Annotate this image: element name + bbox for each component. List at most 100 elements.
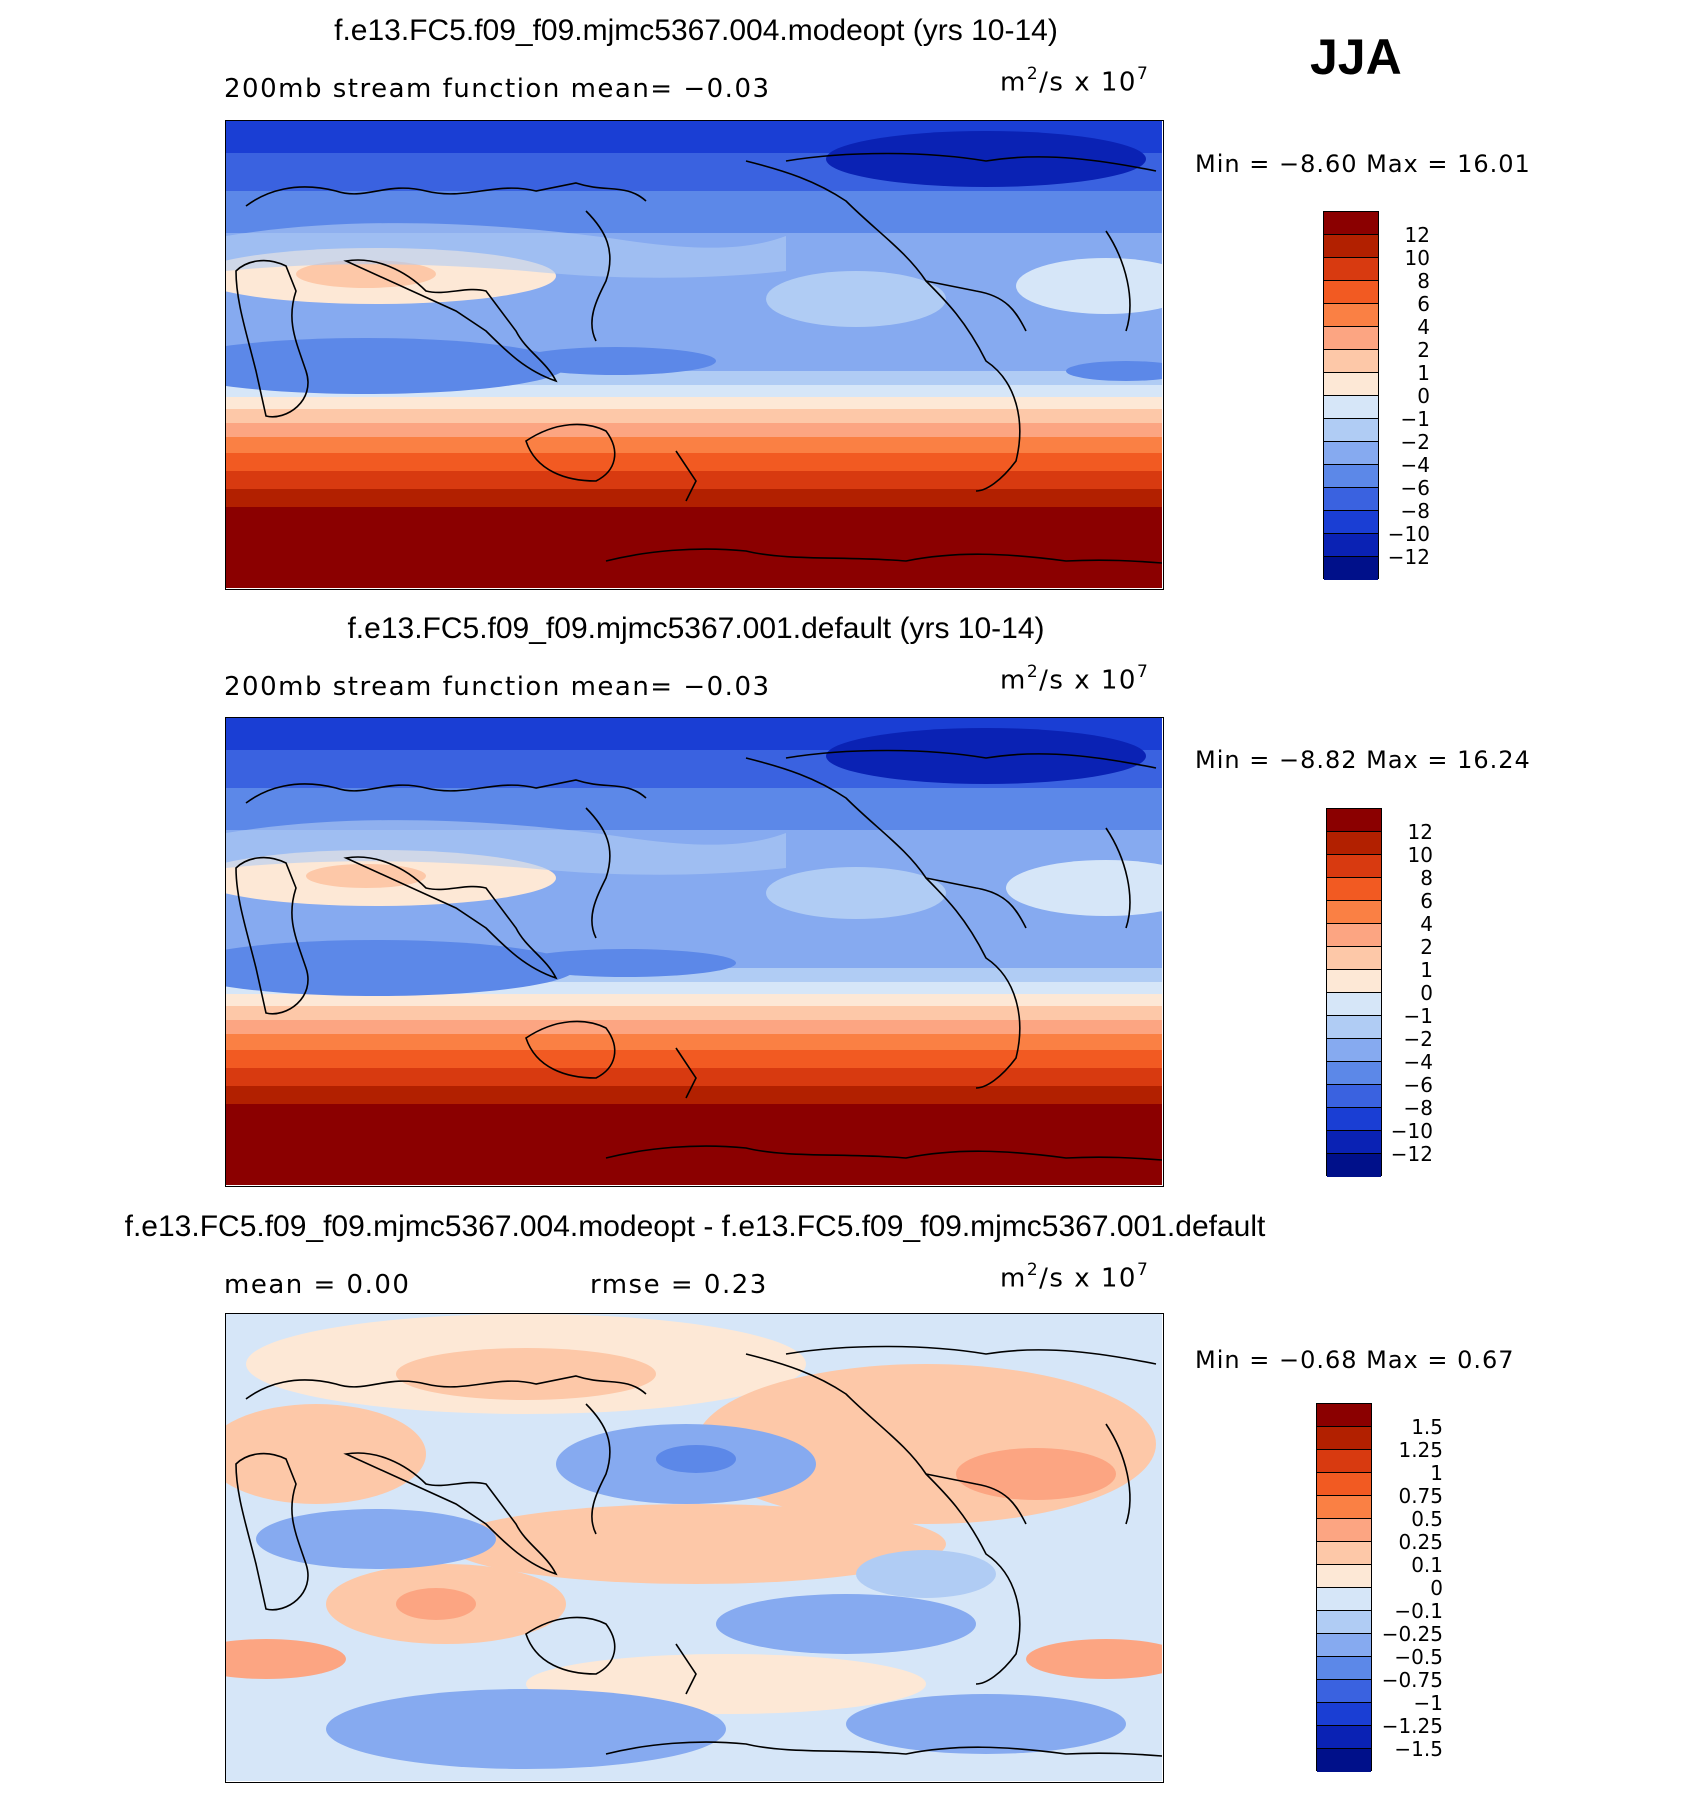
colorbar-label: 0 [1417, 384, 1430, 408]
colorbar-label: −4 [1403, 1050, 1433, 1074]
colorbar-label: −12 [1390, 1142, 1433, 1166]
colorbar-label: −1.25 [1381, 1714, 1443, 1738]
colorbar-label: −0.75 [1381, 1668, 1443, 1692]
panel1-band [226, 437, 1162, 453]
panel1-colorbar-box [1324, 511, 1378, 534]
colorbar-label: −12 [1387, 545, 1430, 569]
panel2-band [226, 1068, 1162, 1086]
panel3-minmax: Min = −0.68 Max = 0.67 [1195, 1346, 1515, 1374]
panel2-high-region [1006, 860, 1162, 916]
panel1-low-region [516, 347, 716, 375]
panel1-colorbar-box [1324, 396, 1378, 419]
colorbar-label: 2 [1417, 338, 1430, 362]
panel3-colorbar-box [1317, 1703, 1371, 1726]
colorbar-label: −2 [1403, 1027, 1433, 1051]
colorbar-label: 0.1 [1411, 1553, 1443, 1577]
panel1-colorbar-box [1324, 419, 1378, 442]
panel2-colorbar-box [1327, 924, 1381, 947]
colorbar-label: 10 [1404, 246, 1430, 270]
panel3-positive-region [226, 1639, 346, 1679]
panel2-high-region [306, 864, 426, 888]
panel3-coastlines [235, 1345, 1162, 1757]
colorbar-label: −6 [1403, 1073, 1433, 1097]
panel3-negative-region [326, 1689, 726, 1769]
panel3-negative-region [716, 1594, 976, 1654]
panel3-positive-region [226, 1404, 426, 1504]
panel1-colorbar-box [1324, 442, 1378, 465]
panel1-colorbar-box [1324, 534, 1378, 557]
panel2-colorbar-box [1327, 947, 1381, 970]
panel3-colorbar-box [1317, 1404, 1371, 1427]
panel1-map-svg [226, 121, 1162, 588]
panel1-colorbar-box [1324, 373, 1378, 396]
panel1-colorbar-box [1324, 258, 1378, 281]
panel2-high-region [766, 867, 946, 919]
panel1-colorbar-box [1324, 465, 1378, 488]
colorbar-label: 10 [1407, 843, 1433, 867]
panel1-colorbar-box [1324, 212, 1378, 235]
panel2-colorbar-box [1327, 1039, 1381, 1062]
colorbar-label: 0.75 [1398, 1484, 1443, 1508]
colorbar-label: −10 [1390, 1119, 1433, 1143]
panel2-minmax: Min = −8.82 Max = 16.24 [1195, 746, 1531, 774]
panel3-colorbar-box [1317, 1634, 1371, 1657]
panel3-subtitle-rmse: rmse = 0.23 [590, 1270, 768, 1300]
panel2-colorbar-box [1327, 970, 1381, 993]
panel2-colorbar-box [1327, 855, 1381, 878]
panel1-low-region [1066, 361, 1162, 381]
colorbar-label: −1 [1413, 1691, 1443, 1715]
panel2-midlat-band [226, 820, 786, 875]
panel1-band [226, 471, 1162, 489]
panel3-colorbar-box [1317, 1749, 1371, 1772]
panel3-colorbar-box [1317, 1542, 1371, 1565]
panel2-colorbar [1326, 808, 1382, 1177]
panel2-colorbar-box [1327, 1154, 1381, 1177]
colorbar-label: 12 [1407, 820, 1433, 844]
panel3-colorbar-box [1317, 1657, 1371, 1680]
panel1-colorbar-box [1324, 557, 1378, 580]
panel2-map [225, 717, 1164, 1187]
panel3-map-svg [226, 1314, 1162, 1781]
panel1-midlat-band [226, 223, 786, 278]
panel3-colorbar-box [1317, 1726, 1371, 1749]
panel2-colorbar-box [1327, 1108, 1381, 1131]
colorbar-label: −1 [1403, 1004, 1433, 1028]
panel3-colorbar-box [1317, 1588, 1371, 1611]
colorbar-label: −8 [1403, 1096, 1433, 1120]
panel2-colorbar-box [1327, 993, 1381, 1016]
panel2-band [226, 1006, 1162, 1020]
colorbar-label: 6 [1417, 292, 1430, 316]
panel3-map [225, 1313, 1164, 1783]
panel3-colorbar-box [1317, 1680, 1371, 1703]
colorbar-label: 4 [1417, 315, 1430, 339]
colorbar-label: 0 [1430, 1576, 1443, 1600]
panel1-map [225, 120, 1164, 590]
colorbar-label: 1 [1417, 361, 1430, 385]
panel2-colorbar-box [1327, 1016, 1381, 1039]
panel1-band [226, 453, 1162, 471]
colorbar-label: −1.5 [1394, 1737, 1443, 1761]
panel2-band [226, 1020, 1162, 1034]
panel1-low-region [826, 131, 1146, 187]
panel2-band [226, 994, 1162, 1006]
panel2-title: f.e13.FC5.f09_f09.mjmc5367.001.default (… [347, 612, 1045, 645]
colorbar-label: 6 [1420, 889, 1433, 913]
panel3-colorbar-box [1317, 1496, 1371, 1519]
panel3-positive-region [396, 1588, 476, 1620]
colorbar-label: 1 [1430, 1461, 1443, 1485]
panel1-band [226, 409, 1162, 423]
colorbar-label: 4 [1420, 912, 1433, 936]
panel3-positive-region [1026, 1639, 1162, 1679]
panel1-colorbar-box [1324, 281, 1378, 304]
colorbar-label: 1.25 [1398, 1438, 1443, 1462]
panel3-colorbar-box [1317, 1611, 1371, 1634]
panel1-colorbar-box [1324, 304, 1378, 327]
colorbar-label: 8 [1420, 866, 1433, 890]
colorbar-label: −0.25 [1381, 1622, 1443, 1646]
colorbar-label: −8 [1400, 499, 1430, 523]
panel2-colorbar-box [1327, 809, 1381, 832]
colorbar-label: −2 [1400, 430, 1430, 454]
panel1-band [226, 489, 1162, 507]
panel2-low-region [226, 940, 576, 996]
panel3-colorbar-box [1317, 1519, 1371, 1542]
